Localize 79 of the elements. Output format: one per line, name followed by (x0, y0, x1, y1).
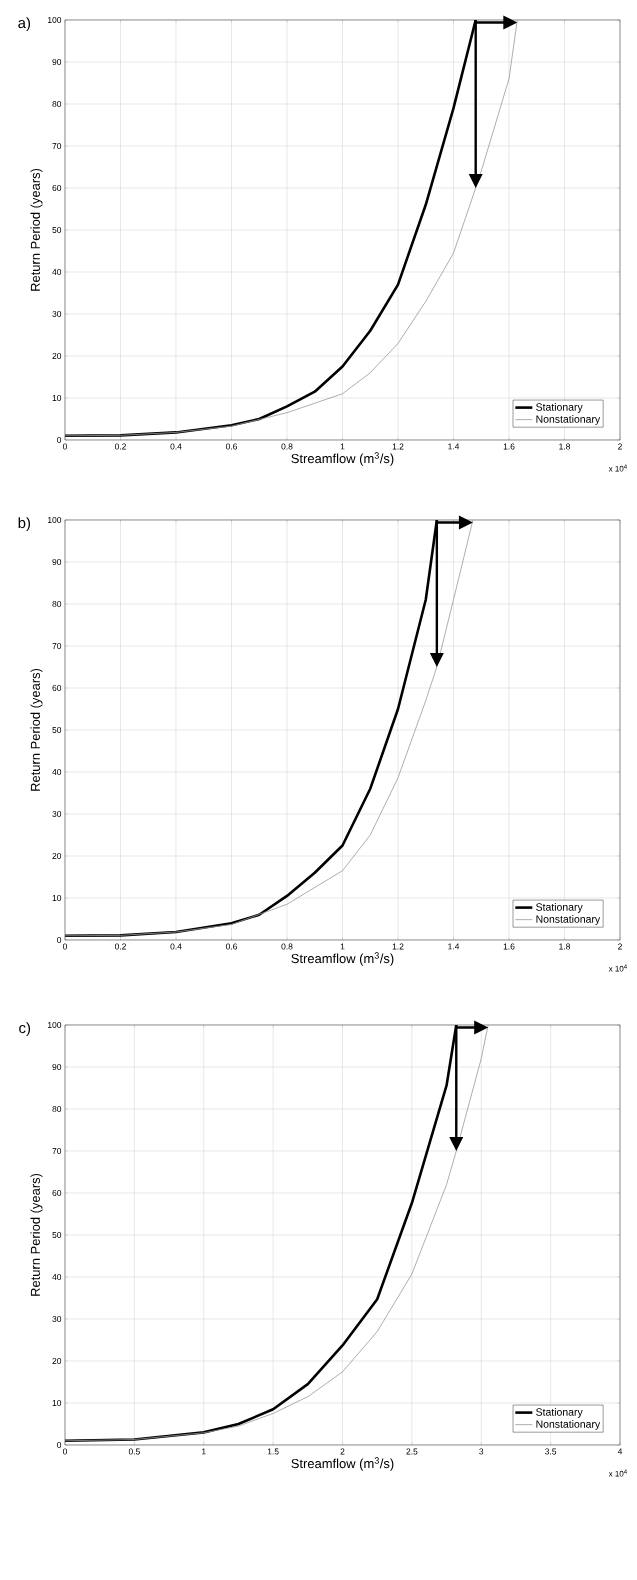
x-tick-label: 1.8 (559, 443, 571, 450)
x-tick-label: 0.2 (114, 443, 126, 450)
x-tick-label: 0.5 (128, 1448, 140, 1455)
x-tick-label: 0.4 (170, 943, 182, 950)
x-tick-label: 2 (618, 443, 622, 450)
x-tick-label: 2.5 (406, 1448, 418, 1455)
legend-label: Stationary (536, 903, 583, 913)
x-tick-label: 1 (202, 1448, 206, 1455)
x-tick-label: 2 (618, 943, 622, 950)
y-tick-label: 50 (52, 1231, 62, 1238)
x-tick-label: 0 (62, 1448, 68, 1455)
x-tick-label: 1.4 (448, 443, 460, 450)
x-axis-title: Streamflow (m$^{3}$/s) (291, 1457, 394, 1471)
y-tick-label: 70 (52, 642, 62, 649)
y-tick-label: 30 (52, 310, 62, 317)
text: b) (18, 517, 31, 532)
x-tick-label: 0.2 (114, 943, 126, 950)
y-tick-label: 90 (52, 58, 62, 65)
y-tick-label: 20 (52, 852, 62, 859)
legend-label: Stationary (536, 1408, 583, 1418)
x-tick-label: 0 (62, 443, 68, 450)
y-tick-label: 10 (52, 394, 62, 401)
y-tick-label: 50 (52, 726, 62, 733)
text: a) (18, 17, 31, 32)
y-tick-label: 0 (57, 936, 62, 943)
y-axis-title: Return Period (years) (30, 668, 43, 791)
x-tick-label: 1.2 (392, 443, 404, 450)
y-tick-label: 30 (52, 810, 62, 817)
x-tick-label: 0.4 (170, 443, 182, 450)
y-axis-title: Return Period (years) (30, 168, 43, 291)
y-tick-label: 10 (52, 1399, 62, 1406)
y-tick-label: 60 (52, 184, 62, 191)
x-tick-label: 4 (617, 1448, 623, 1455)
x-tick-label: 3 (479, 1448, 484, 1455)
y-tick-label: 100 (47, 1021, 62, 1028)
text: c) (19, 1022, 31, 1037)
legend-label: Stationary (536, 403, 583, 413)
x-tick-label: 1 (340, 443, 345, 450)
x-axis-title: Streamflow (m$^{3}$/s) (291, 452, 394, 466)
x-tick-label: 0.8 (281, 443, 293, 450)
legend-label: Nonstationary (536, 1420, 601, 1430)
y-tick-label: 80 (52, 100, 62, 107)
y-tick-label: 10 (52, 894, 62, 901)
x-tick-label: 1.5 (267, 1448, 279, 1455)
y-axis-title: Return Period (years) (30, 1173, 43, 1296)
y-tick-label: 60 (52, 684, 62, 691)
legend-label: Nonstationary (536, 415, 601, 425)
x-tick-label: 0.8 (281, 943, 293, 950)
y-tick-label: 30 (52, 1315, 62, 1322)
y-tick-label: 0 (57, 1441, 62, 1448)
x-tick-label: 3.5 (545, 1448, 557, 1455)
y-tick-label: 0 (57, 436, 62, 443)
y-tick-label: 100 (47, 516, 62, 523)
y-tick-label: 60 (52, 1189, 62, 1196)
x-axis-title: Streamflow (m$^{3}$/s) (291, 952, 394, 966)
x-tick-label: 1.4 (448, 943, 460, 950)
y-tick-label: 100 (47, 16, 62, 23)
legend-label: Nonstationary (536, 915, 601, 925)
y-tick-label: 50 (52, 226, 62, 233)
y-tick-label: 90 (52, 558, 62, 565)
x-tick-label: 0.6 (225, 943, 238, 950)
y-tick-label: 80 (52, 600, 62, 607)
y-tick-label: 20 (52, 1357, 62, 1364)
y-tick-label: 70 (52, 142, 62, 149)
y-tick-label: 80 (52, 1105, 62, 1112)
y-tick-label: 70 (52, 1147, 62, 1154)
x-tick-label: 1.8 (559, 943, 571, 950)
y-tick-label: 90 (52, 1063, 62, 1070)
x-tick-label: 1.2 (392, 943, 404, 950)
x-tick-label: 1 (340, 943, 345, 950)
y-tick-label: 40 (52, 268, 62, 275)
y-tick-label: 40 (52, 1273, 62, 1280)
x-tick-label: 2 (340, 1448, 345, 1455)
x-tick-label: 0.6 (225, 443, 238, 450)
x-tick-label: 0 (62, 943, 68, 950)
x-tick-label: 1.6 (503, 443, 515, 450)
y-tick-label: 40 (52, 768, 62, 775)
y-tick-label: 20 (52, 352, 62, 359)
x-tick-label: 1.6 (503, 943, 515, 950)
